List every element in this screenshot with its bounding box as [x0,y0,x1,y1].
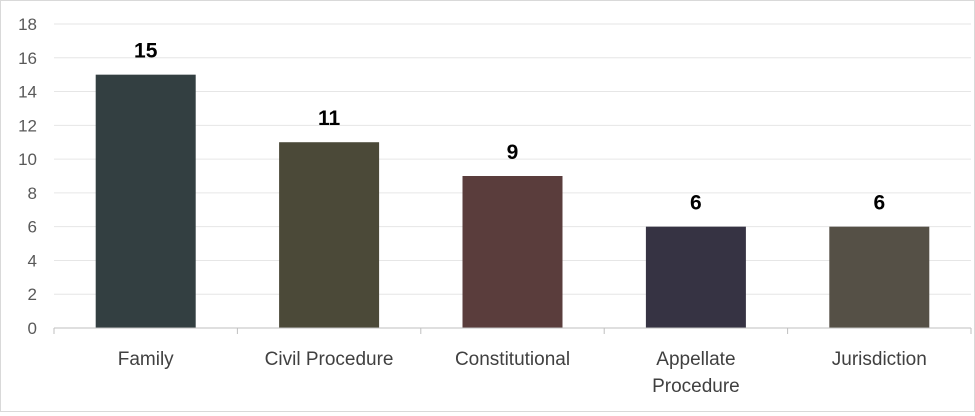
x-axis [53,327,972,334]
y-tick-label: 18 [18,15,37,34]
y-tick-label: 8 [28,184,37,203]
x-category-label: Jurisdiction [832,349,927,370]
bars [95,74,930,329]
y-tick-label: 4 [28,251,37,270]
y-axis-tick-labels: 0 2 4 6 8 10 12 14 16 18 [18,15,37,338]
bar-appellate-procedure [645,226,746,328]
data-label: 11 [318,107,341,130]
y-tick-label: 14 [18,83,37,102]
data-labels: 15 11 9 6 6 [134,40,885,215]
gridlines [54,23,971,295]
data-label: 6 [690,192,702,215]
y-tick-label: 6 [28,218,37,237]
data-label: 9 [507,141,519,164]
data-label: 15 [134,40,158,63]
data-label: 6 [873,192,885,215]
y-tick-label: 2 [28,285,37,304]
y-tick-label: 12 [18,116,37,135]
y-tick-label: 0 [28,319,37,338]
y-tick-label: 10 [18,150,37,169]
x-category-label: Procedure [652,376,740,397]
x-axis-category-labels: Family Civil Procedure Constitutional Appel… [118,349,927,397]
bar-constitutional [462,176,563,328]
bar-family [95,74,196,329]
bar-civil-procedure [279,142,380,328]
x-category-label: Family [118,349,174,370]
bar-jurisdiction [829,226,930,328]
y-tick-label: 16 [18,49,37,68]
x-category-label: Constitutional [455,349,570,370]
x-category-label: Civil Procedure [265,349,394,370]
x-category-label: Appellate [656,349,735,370]
